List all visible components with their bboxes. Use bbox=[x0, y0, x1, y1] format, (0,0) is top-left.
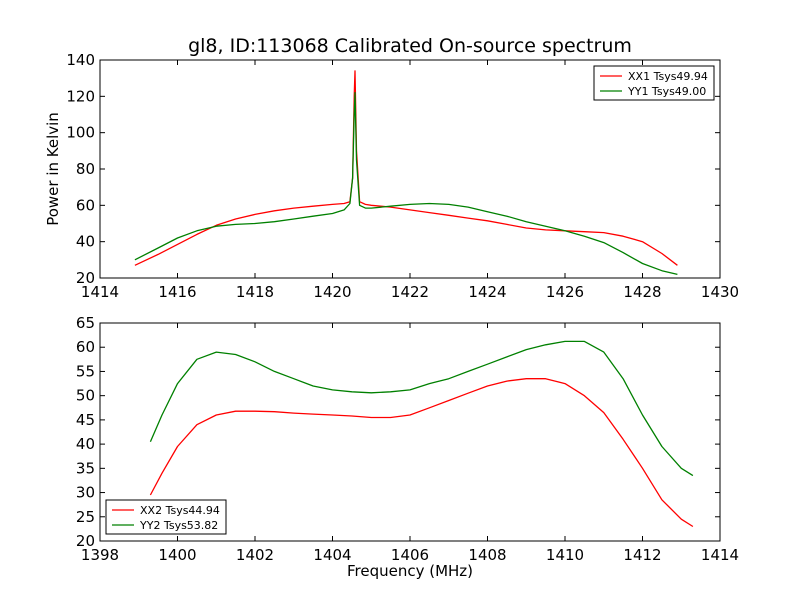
x-axis-title: Frequency (MHz) bbox=[347, 562, 473, 580]
series-line-2-1 bbox=[149, 378, 694, 528]
x-tick-label: 1430 bbox=[701, 283, 739, 301]
y-tick-label: 50 bbox=[76, 387, 95, 405]
series-line-1-1 bbox=[134, 70, 678, 266]
y-tick-label: 40 bbox=[76, 435, 95, 453]
legend-label: XX1 Tsys49.94 bbox=[628, 70, 708, 83]
y-tick-label: 120 bbox=[66, 87, 95, 105]
y-tick-label: 100 bbox=[66, 124, 95, 142]
plot-panel-2: 1398 1400 1402 1404 1406 1408 1410 1412 1414 20 25… bbox=[76, 314, 739, 564]
x-tick-label: 1406 bbox=[391, 546, 429, 564]
legend-label: YY1 Tsys49.00 bbox=[627, 85, 706, 98]
x-tick-label: 1412 bbox=[623, 546, 661, 564]
y-tick-label: 30 bbox=[76, 484, 95, 502]
legend-label: YY2 Tsys53.82 bbox=[139, 519, 218, 532]
legend-2: XX2 Tsys44.94 YY2 Tsys53.82 bbox=[105, 499, 227, 535]
x-tick-label: 1398 bbox=[81, 546, 119, 564]
x-tick-label: 1414 bbox=[81, 283, 119, 301]
legend-box bbox=[105, 499, 227, 535]
y-tick-label: 45 bbox=[76, 411, 95, 429]
x-tick-label: 1416 bbox=[158, 283, 196, 301]
y-tick-label: 65 bbox=[76, 314, 95, 332]
x-tick-label: 1414 bbox=[701, 546, 739, 564]
y-tick-label: 140 bbox=[66, 51, 95, 69]
x-tick-label: 1426 bbox=[546, 283, 584, 301]
figure-title: gl8, ID:113068 Calibrated On-source spec… bbox=[188, 35, 632, 57]
y-tick-label: 40 bbox=[76, 233, 95, 251]
x-tick-label: 1402 bbox=[236, 546, 274, 564]
series-line-1-2 bbox=[134, 92, 678, 276]
y-tick-label: 20 bbox=[76, 532, 95, 550]
x-tick-label: 1404 bbox=[313, 546, 351, 564]
x-tick-label: 1422 bbox=[391, 283, 429, 301]
y-tick-label: 80 bbox=[76, 160, 95, 178]
y-tick-label: 60 bbox=[76, 338, 95, 356]
legend-1: XX1 Tsys49.94 YY1 Tsys49.00 bbox=[593, 65, 715, 101]
x-tick-label: 1420 bbox=[313, 283, 351, 301]
legend-label: XX2 Tsys44.94 bbox=[140, 504, 220, 517]
legend-box bbox=[593, 65, 715, 101]
x-tick-label: 1410 bbox=[546, 546, 584, 564]
y-axis-title: Power in Kelvin bbox=[44, 112, 62, 226]
y-tick-label: 60 bbox=[76, 196, 95, 214]
plot-panel-1: 1414 1416 1418 1420 1422 1424 1426 1428 1430 20 40… bbox=[66, 51, 739, 301]
x-tick-label: 1428 bbox=[623, 283, 661, 301]
x-tick-label: 1418 bbox=[236, 283, 274, 301]
series-line-2-2 bbox=[149, 340, 694, 477]
y-tick-label: 35 bbox=[76, 459, 95, 477]
y-tick-label: 25 bbox=[76, 508, 95, 526]
x-tick-label: 1424 bbox=[468, 283, 506, 301]
x-tick-label: 1400 bbox=[158, 546, 196, 564]
y-tick-label: 55 bbox=[76, 362, 95, 380]
x-tick-label: 1408 bbox=[468, 546, 506, 564]
panels: 1414 1416 1418 1420 1422 1424 1426 1428 1430 20 40… bbox=[66, 51, 739, 564]
y-tick-label: 20 bbox=[76, 269, 95, 287]
